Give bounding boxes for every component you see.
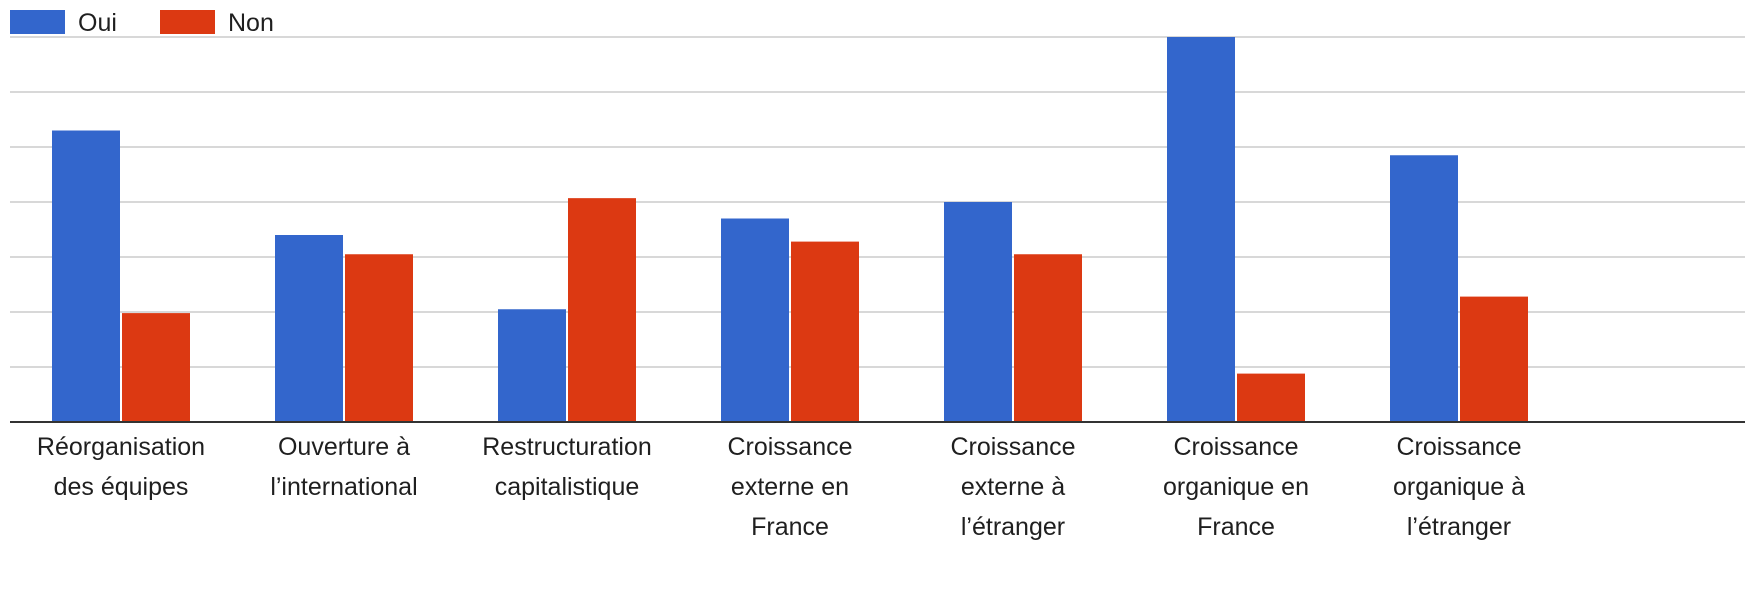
- bar-oui-1: [52, 130, 120, 422]
- bar-oui-7: [1390, 155, 1458, 422]
- x-tick-label-6: Croissance organique en France: [1163, 433, 1309, 541]
- x-tick-label-5: Croissance externe à l’étranger: [950, 433, 1075, 541]
- bar-non-3: [568, 198, 636, 422]
- x-tick-label-1: Réorganisation des équipes: [37, 433, 205, 501]
- bar-non-6: [1237, 373, 1305, 422]
- bar-oui-4: [721, 218, 789, 422]
- x-axis-tick-labels: Réorganisation des équipes Ouverture à l’in…: [37, 433, 1525, 541]
- x-tick-label-3: Restructuration capitalistique: [482, 433, 652, 501]
- bar-non-4: [791, 241, 859, 422]
- legend-swatch-oui: [10, 10, 65, 34]
- bar-oui-2: [275, 235, 343, 422]
- x-tick-label-4: Croissance externe en France: [727, 433, 852, 541]
- bars: [52, 37, 1528, 422]
- bar-non-2: [345, 254, 413, 422]
- bar-oui-3: [498, 309, 566, 422]
- bar-non-7: [1460, 296, 1528, 422]
- legend: Oui Non: [10, 9, 274, 37]
- x-tick-label-7: Croissance organique à l’étranger: [1393, 433, 1525, 541]
- bar-oui-5: [944, 202, 1012, 422]
- legend-label-non: Non: [228, 9, 274, 37]
- x-tick-label-2: Ouverture à l’international: [270, 433, 417, 501]
- bar-non-1: [122, 313, 190, 422]
- bar-oui-6: [1167, 37, 1235, 422]
- legend-label-oui: Oui: [78, 9, 117, 37]
- legend-swatch-non: [160, 10, 215, 34]
- bar-non-5: [1014, 254, 1082, 422]
